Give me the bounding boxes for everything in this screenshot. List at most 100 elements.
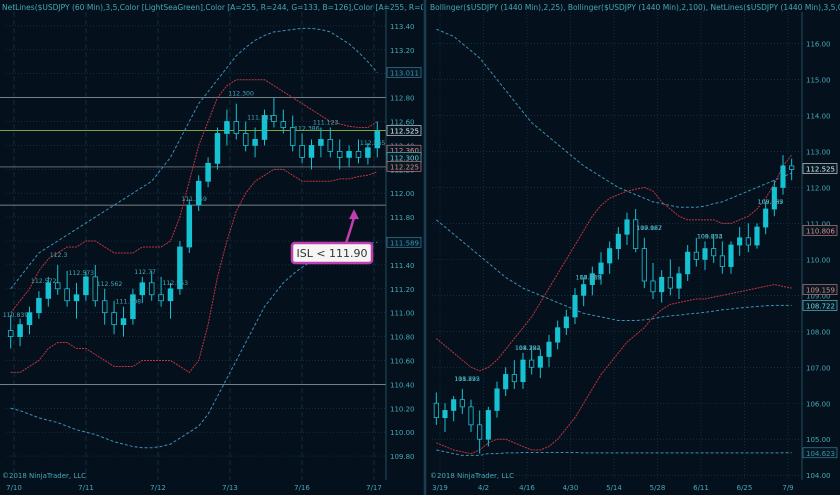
candle [233,103,240,140]
candle [355,139,362,164]
bar-label: 107.162 [636,225,662,232]
price-tag-label: 112.300 [390,154,419,162]
y-tick-label: 111.20 [390,286,415,294]
y-tick-label: 111.40 [390,262,415,270]
daily-candles [433,155,795,454]
daily-grid [432,12,802,480]
y-tick-label: 110.00 [390,429,415,437]
daily-chart-panel: 111.395 111.184 110.035 110.022 109.774 109.4… [427,0,840,495]
y-tick-label: 112.00 [806,184,831,192]
candle-body [702,248,708,260]
candle [120,306,127,337]
candle [598,252,604,285]
daily-y-axis: 116.00 115.00 114.00 113.00 112.00 111.00 110.… [801,12,831,480]
candle [702,241,708,271]
candle-body [148,282,155,296]
x-tick-label: 5/28 [650,484,666,492]
candle [64,270,70,307]
candle [83,270,89,301]
x-tick-label: 6/25 [737,484,753,492]
bar-label: 112.562 [97,281,123,288]
candle [271,97,277,128]
candle-body [641,248,647,282]
candle-body [737,237,743,246]
candle [555,320,561,350]
candle [73,282,80,319]
candle [624,212,630,245]
price-tag-box [386,237,422,248]
candle-body [780,165,786,188]
candle [214,127,221,170]
candle [581,277,587,307]
candle-body [83,276,89,296]
hourly-x-axis: 7/10 7/11 7/12 7/13 7/16 7/17 [6,484,382,492]
bar-label: 111.184 [515,345,541,352]
candle-body [92,276,99,302]
candle-body [224,121,230,134]
price-tag: 108.722 [802,300,838,311]
y-tick-label: 112.80 [390,95,415,103]
candle [659,270,665,303]
candle-body [26,312,33,326]
candle-body [485,410,491,440]
price-tag-label: 112.525 [806,166,835,174]
candle-body [763,208,769,228]
candle-body [73,294,80,302]
bollinger-lower [10,168,378,374]
candle [763,201,769,235]
candle [485,406,491,447]
candle [537,349,543,379]
candle-body [365,147,371,158]
y-tick-label: 109.80 [390,453,415,461]
bar-label: 108.822 [454,376,480,383]
candle-body [728,244,734,267]
candle-body [355,150,362,158]
candle [224,109,230,146]
price-tag-box [386,67,422,78]
hourly-chart-title: NetLines($USDJPY (60 Min),3,5,Color [Lig… [2,3,459,12]
candle-body [789,165,795,170]
candle [92,264,99,307]
candle-body [546,341,552,357]
bar-label: 106.653 [697,233,723,240]
bar-label: 104.292 [515,345,541,352]
candle-body [624,219,630,235]
candle-body [503,374,509,390]
daily-bollinger-bands [436,28,793,456]
isl-arrowhead [349,209,359,220]
candle-body [468,406,474,426]
isl-label-box [290,241,374,265]
candle-body [261,115,268,140]
candle-body [54,282,61,290]
candle [494,381,500,418]
candle [17,318,23,347]
daily-x-axis: 3/19 4/2 4/16 4/30 5/14 5/28 6/11 6/25 7/9 [432,484,794,492]
bar-label: 110.022 [636,225,662,232]
y-tick-label: 113.00 [806,148,831,156]
bar-label: 105.73 [454,376,476,383]
candle [615,227,621,260]
candle [520,352,526,389]
bar-label: 104.629 [576,274,602,281]
candle-body [242,133,249,146]
price-tag-label: 109.159 [806,287,835,295]
price-tag-box [802,225,838,236]
y-tick-label: 113.20 [390,47,415,55]
candle-body [318,139,324,146]
candle [771,180,777,217]
candle [477,410,483,454]
long-band-bottom [436,449,792,456]
candle-body [280,121,287,128]
price-tag-label: 113.011 [390,69,419,77]
candle-body [633,219,639,249]
daily-chart-title: Bollinger($USDJPY (1440 Min),2,25), Boll… [430,3,840,12]
candle-body [374,130,381,149]
price-tag: 112.525 [802,163,838,174]
candle-body [477,424,483,440]
candle-body [158,294,164,302]
candle-body [64,288,70,302]
y-tick-label: 110.80 [390,334,415,342]
price-tag-label: 110.806 [806,227,835,235]
candle [327,127,334,158]
